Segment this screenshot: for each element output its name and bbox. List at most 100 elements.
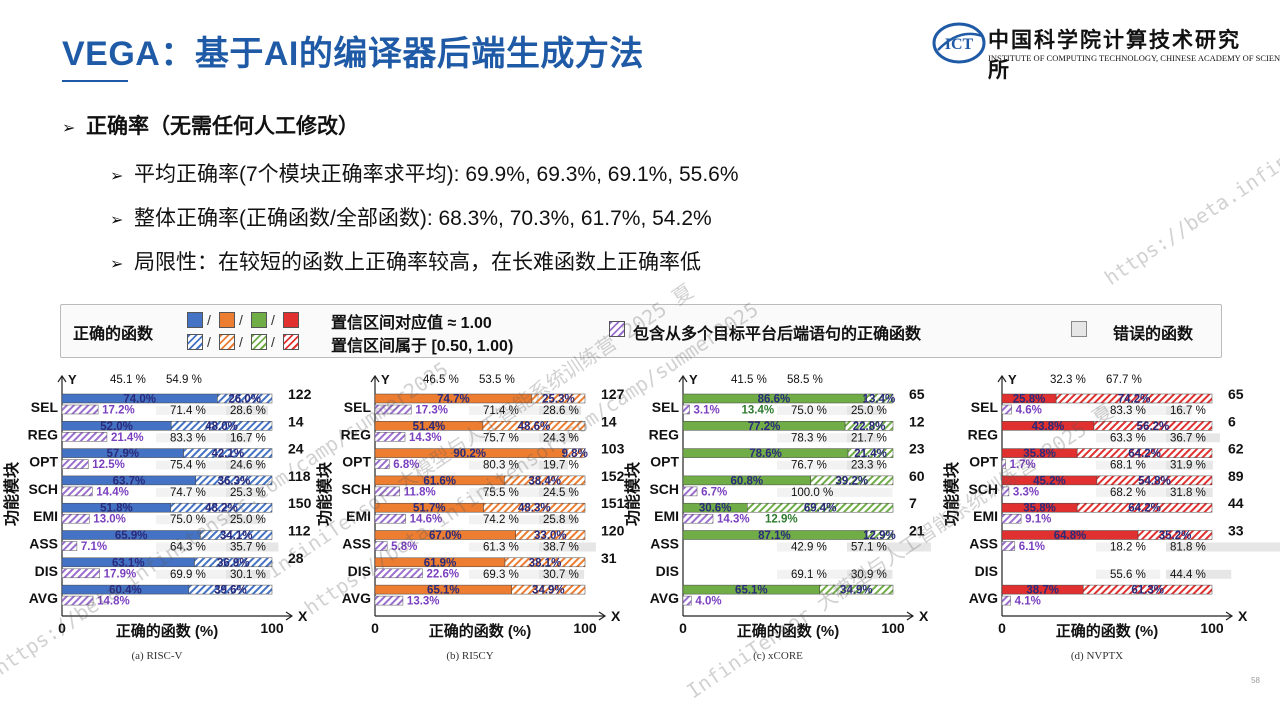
summary-wrong-label: 67.7 % [1106, 374, 1142, 386]
bar-multi [62, 596, 93, 605]
category-label: EMI [973, 508, 998, 524]
bar-wrong-pct-label: 24.6 % [230, 460, 266, 472]
bar-value-label: 21.4% [854, 448, 887, 460]
bar-correct-pct-label: 55.6 % [1110, 569, 1146, 581]
bullet-arrow-icon: ➢ [110, 254, 134, 274]
bar-value-label: 64.8% [1054, 530, 1087, 542]
bar-multi [62, 514, 89, 523]
bar-value-label: 38.4% [528, 475, 561, 487]
category-label: EMI [33, 508, 58, 524]
bullet-arrow-icon: ➢ [62, 118, 86, 138]
summary-wrong-label: 58.5 % [787, 374, 823, 386]
category-label: SEL [344, 399, 372, 415]
category-label: SCH [968, 481, 998, 497]
function-count-label: 62 [1228, 441, 1244, 457]
category-label: AVG [342, 590, 371, 606]
bullet-sub-text: 整体正确率(正确函数/全部函数): 68.3%, 70.3%, 61.7%, 5… [134, 207, 712, 230]
bar-value-label: 54.8% [1138, 475, 1171, 487]
bar-value-label: 34.9% [840, 585, 873, 597]
bar-value-label: 9.8% [562, 448, 588, 460]
x-axis-title: 正确的函数 (%) [737, 622, 840, 640]
y-axis-letter: Y [689, 372, 698, 387]
bar-multi-label: 14.3% [717, 514, 750, 526]
function-count-label: 122 [288, 386, 312, 402]
bar-wrong-pct-label: 44.4 % [1170, 569, 1206, 581]
bar-value-label: 12.9% [863, 530, 896, 542]
bar-multi [683, 487, 697, 496]
bar-wrong-pct-label: 28.6 % [543, 405, 579, 417]
bar-multi [375, 405, 411, 414]
bar-correct-pct-label: 100.0 % [791, 487, 833, 499]
chart-caption: (a) RISC-V [131, 650, 182, 662]
bar-wrong-pct-label: 36.7 % [1170, 432, 1206, 444]
x-tick-label: 100 [260, 620, 284, 636]
bar-multi [683, 514, 713, 523]
bar-multi [62, 432, 107, 441]
bar-multi [375, 487, 400, 496]
bar-wrong-pct-label: 23.3 % [851, 460, 887, 472]
category-label: SEL [31, 399, 59, 415]
x-axis-title: 正确的函数 (%) [1056, 622, 1159, 640]
bar-multi [375, 514, 406, 523]
category-label: AVG [650, 590, 679, 606]
bar-multi [375, 596, 403, 605]
logo-abbr: ICT [945, 36, 974, 53]
bar-correct-pct-label: 75.7 % [483, 432, 519, 444]
category-label: AVG [29, 590, 58, 606]
bar-multi-label: 4.1% [1015, 596, 1041, 608]
bar-multi [1002, 514, 1021, 523]
bar-value-label: 48.2% [205, 503, 238, 515]
title-underline [62, 80, 128, 82]
bar-correct-pct-label: 69.3 % [483, 569, 519, 581]
bar-wrong-pct-label: 25.0 % [851, 405, 887, 417]
function-count-label: 103 [601, 441, 625, 457]
bar-value-label: 33.0% [534, 530, 567, 542]
bar-value-label: 36.3% [218, 475, 251, 487]
bar-multi-label: 3.1% [694, 405, 720, 417]
summary-correct-label: 41.5 % [731, 374, 767, 386]
bar-value-label: 34.1% [220, 530, 253, 542]
y-axis-title: 功能模块 [315, 461, 334, 526]
bar-value-label: 64.2% [1128, 503, 1161, 515]
function-count-label: 14 [288, 413, 304, 429]
function-count-label: 21 [909, 523, 925, 539]
summary-correct-label: 46.5 % [423, 374, 459, 386]
bar-multi [375, 542, 387, 551]
bar-value-label: 25.3% [542, 394, 575, 406]
bar-multi [1002, 405, 1012, 414]
y-axis-title: 功能模块 [2, 461, 21, 526]
bar-value-label: 34.9% [532, 585, 565, 597]
function-count-label: 151 [601, 495, 625, 511]
bar-multi-label: 6.7% [701, 486, 727, 498]
bar-multi [1002, 542, 1015, 551]
category-label: ASS [342, 536, 371, 552]
summary-wrong-label: 53.5 % [479, 374, 515, 386]
x-axis-letter: X [919, 608, 929, 624]
bar-multi-label: 11.8% [404, 486, 436, 498]
bar-wrong-pct-label: 16.7 % [230, 432, 266, 444]
bar-multi [1002, 596, 1011, 605]
bar-correct-pct-label: 74.7 % [170, 487, 206, 499]
bar-multi-label: 21.4% [111, 432, 144, 444]
bar-value-label: 38.1% [529, 557, 562, 569]
bar-correct-pct-label: 69.9 % [170, 569, 206, 581]
bar-multi-label: 14.4% [96, 486, 129, 498]
bullet-main: ➢ 正确率（无需任何人工修改） [62, 110, 359, 140]
y-axis-letter: Y [68, 372, 77, 387]
bar-multi-label: 14.8% [97, 596, 130, 608]
summary-wrong-label: 54.9 % [166, 374, 202, 386]
bar-multi [62, 460, 88, 469]
institute-logo: ICT 中国科学院计算技术研究所 INSTITUTE OF COMPUTING … [932, 20, 1252, 68]
y-axis-title: 功能模块 [623, 461, 642, 526]
bar-value-label: 67.0% [429, 530, 462, 542]
x-tick-label: 100 [881, 620, 905, 636]
bar-multi [1002, 460, 1006, 469]
charts-svg: YX0 100正确的函数 (%)(a) RISC-V功能模块SEL12245.1 … [0, 294, 1280, 684]
bar-value-label: 39.2% [836, 475, 869, 487]
bar-value-label: 26.0% [228, 394, 261, 406]
bar-multi-label: 12.9% [765, 514, 798, 526]
function-count-label: 89 [1228, 468, 1244, 484]
bar-wrong-pct-label: 28.6 % [230, 405, 266, 417]
category-label: SEL [652, 399, 680, 415]
bar-multi [375, 432, 405, 441]
